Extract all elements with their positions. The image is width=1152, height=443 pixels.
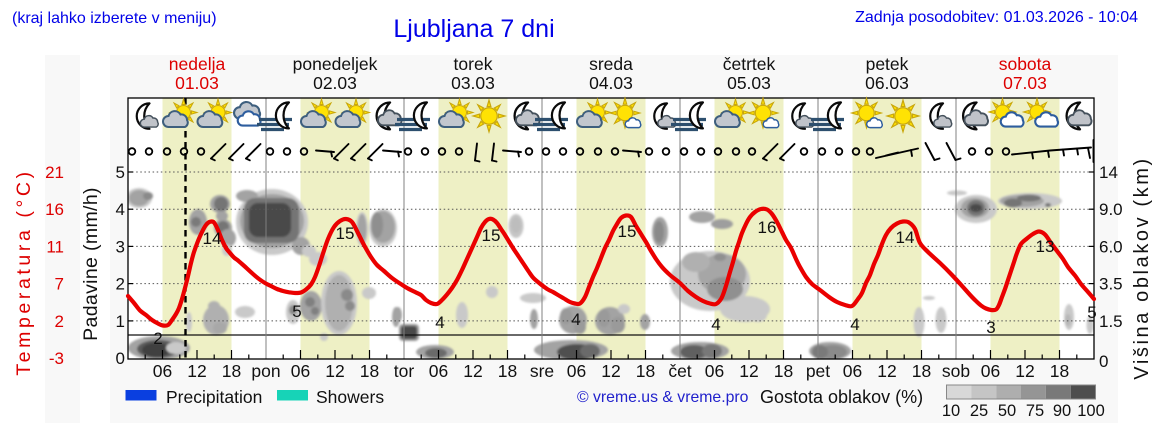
svg-text:06: 06 [705, 361, 724, 381]
svg-text:ponedeljek: ponedeljek [293, 54, 378, 74]
svg-text:18: 18 [774, 361, 793, 381]
svg-text:4: 4 [435, 313, 444, 332]
svg-text:14: 14 [1099, 163, 1118, 182]
svg-text:četrtek: četrtek [723, 54, 776, 74]
svg-text:5: 5 [292, 302, 301, 321]
svg-text:4: 4 [116, 200, 125, 219]
svg-text:2: 2 [116, 275, 125, 294]
svg-text:4: 4 [571, 310, 580, 329]
svg-text:03.03: 03.03 [451, 73, 495, 93]
svg-text:05.03: 05.03 [727, 73, 771, 93]
svg-text:sreda: sreda [589, 54, 633, 74]
svg-text:06: 06 [291, 361, 310, 381]
svg-text:12: 12 [877, 361, 896, 381]
svg-text:7: 7 [55, 275, 64, 294]
svg-text:petek: petek [866, 54, 909, 74]
svg-text:01.03: 01.03 [175, 73, 219, 93]
svg-text:90: 90 [1053, 402, 1071, 420]
svg-text:nedelja: nedelja [169, 54, 226, 74]
svg-text:Ljubljana 7 dni: Ljubljana 7 dni [393, 15, 554, 43]
svg-text:21: 21 [45, 163, 64, 182]
svg-text:75: 75 [1026, 402, 1044, 420]
svg-text:12: 12 [463, 361, 482, 381]
svg-text:0: 0 [116, 349, 125, 368]
svg-text:06: 06 [843, 361, 862, 381]
svg-text:Precipitation: Precipitation [166, 387, 262, 407]
svg-text:čet: čet [668, 361, 691, 381]
svg-text:pet: pet [806, 361, 830, 381]
svg-text:15: 15 [482, 226, 501, 245]
svg-text:18: 18 [1050, 361, 1069, 381]
svg-text:02.03: 02.03 [313, 73, 357, 93]
svg-text:Zadnja posodobitev: 01.03.2026: Zadnja posodobitev: 01.03.2026 - 10:04 [855, 9, 1138, 26]
svg-text:18: 18 [222, 361, 241, 381]
svg-text:14: 14 [203, 229, 222, 248]
svg-text:15: 15 [336, 224, 355, 243]
svg-text:© vreme.us & vreme.pro: © vreme.us & vreme.pro [577, 389, 749, 406]
svg-text:torek: torek [454, 54, 493, 74]
svg-text:4: 4 [850, 315, 859, 334]
svg-text:04.03: 04.03 [589, 73, 633, 93]
svg-text:16: 16 [45, 200, 64, 219]
svg-text:5: 5 [116, 163, 125, 182]
svg-text:Gostota oblakov (%): Gostota oblakov (%) [760, 387, 923, 407]
svg-text:18: 18 [498, 361, 517, 381]
svg-text:-3: -3 [49, 349, 64, 368]
svg-text:0: 0 [1099, 352, 1108, 371]
svg-text:12: 12 [739, 361, 758, 381]
svg-text:sob: sob [942, 361, 970, 381]
svg-text:6.0: 6.0 [1099, 237, 1123, 256]
svg-text:06: 06 [981, 361, 1000, 381]
svg-text:06.03: 06.03 [865, 73, 909, 93]
svg-text:Showers: Showers [316, 387, 384, 407]
svg-text:12: 12 [187, 361, 206, 381]
svg-text:1: 1 [116, 312, 125, 331]
svg-text:Temperatura (°C): Temperatura (°C) [13, 168, 35, 375]
svg-text:06: 06 [429, 361, 448, 381]
svg-text:12: 12 [325, 361, 344, 381]
svg-text:18: 18 [636, 361, 655, 381]
svg-text:1.5: 1.5 [1099, 312, 1123, 331]
svg-text:18: 18 [912, 361, 931, 381]
svg-text:4: 4 [711, 315, 720, 334]
svg-text:06: 06 [153, 361, 172, 381]
svg-text:16: 16 [758, 218, 777, 237]
svg-text:15: 15 [618, 222, 637, 241]
svg-text:50: 50 [998, 402, 1016, 420]
svg-text:12: 12 [1015, 361, 1034, 381]
svg-text:12: 12 [601, 361, 620, 381]
svg-text:18: 18 [360, 361, 379, 381]
svg-text:Višina oblakov (km): Višina oblakov (km) [1131, 156, 1152, 380]
svg-text:10: 10 [942, 402, 960, 420]
svg-text:2: 2 [55, 312, 64, 331]
svg-text:25: 25 [970, 402, 988, 420]
svg-text:9.0: 9.0 [1099, 200, 1123, 219]
svg-text:sobota: sobota [999, 54, 1052, 74]
svg-text:06: 06 [567, 361, 586, 381]
svg-text:07.03: 07.03 [1003, 73, 1047, 93]
svg-text:pon: pon [251, 361, 280, 381]
svg-text:tor: tor [394, 361, 415, 381]
svg-text:100: 100 [1077, 402, 1105, 420]
svg-text:(kraj lahko izberete v meniju): (kraj lahko izberete v meniju) [12, 10, 217, 27]
svg-text:5: 5 [1087, 303, 1096, 322]
svg-text:11: 11 [46, 237, 64, 256]
svg-text:Padavine (mm/h): Padavine (mm/h) [80, 187, 102, 341]
svg-text:sre: sre [530, 361, 554, 381]
svg-text:2: 2 [153, 329, 162, 348]
svg-text:3.5: 3.5 [1099, 275, 1123, 294]
svg-text:13: 13 [1036, 237, 1055, 256]
svg-text:3: 3 [986, 318, 995, 337]
svg-text:14: 14 [896, 228, 915, 247]
svg-text:3: 3 [116, 237, 125, 256]
